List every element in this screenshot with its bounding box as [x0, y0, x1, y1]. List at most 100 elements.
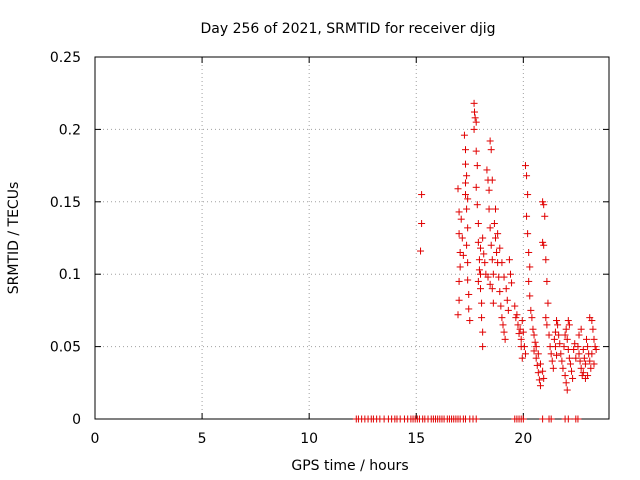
- data-point: [463, 241, 471, 249]
- data-point: [528, 314, 536, 322]
- data-point: [500, 328, 508, 336]
- data-point: [518, 354, 526, 362]
- data-point: [486, 224, 494, 232]
- data-point: [574, 415, 582, 423]
- data-point: [535, 376, 543, 384]
- data-point: [545, 331, 553, 339]
- data-point: [529, 325, 537, 333]
- data-point: [540, 374, 548, 382]
- data-point: [486, 280, 494, 288]
- data-point: [479, 343, 487, 351]
- data-point: [456, 248, 464, 256]
- chart-title: Day 256 of 2021, SRMTID for receiver dji…: [201, 21, 496, 37]
- data-point: [485, 205, 493, 213]
- data-point: [571, 340, 579, 348]
- data-point: [564, 317, 572, 325]
- y-tick-label: 0.05: [50, 340, 81, 356]
- data-point: [478, 299, 486, 307]
- y-tick-label: 0.2: [59, 122, 81, 138]
- data-point: [553, 317, 561, 325]
- data-point: [523, 212, 531, 220]
- data-point: [464, 259, 472, 267]
- data-point: [547, 415, 555, 423]
- data-point: [481, 259, 489, 267]
- data-point: [542, 314, 550, 322]
- x-tick-label: 10: [300, 431, 318, 447]
- data-point: [459, 251, 467, 259]
- data-point: [590, 360, 598, 368]
- data-point: [554, 321, 562, 329]
- data-point: [465, 305, 473, 313]
- data-point: [539, 238, 547, 246]
- data-point: [477, 285, 484, 293]
- data-point: [472, 147, 480, 155]
- data-point: [474, 277, 482, 285]
- data-point: [458, 234, 466, 242]
- data-point: [550, 335, 558, 343]
- data-point: [491, 234, 499, 242]
- data-point: [456, 263, 464, 271]
- data-point: [586, 357, 594, 365]
- data-point: [497, 302, 505, 310]
- data-point: [488, 176, 496, 184]
- data-point: [560, 343, 568, 351]
- data-point: [464, 224, 472, 232]
- data-point: [515, 330, 523, 338]
- data-point: [454, 185, 462, 193]
- data-point: [462, 179, 470, 187]
- data-point: [465, 290, 473, 298]
- data-point: [483, 166, 491, 174]
- data-point: [561, 331, 569, 339]
- data-point: [539, 415, 547, 423]
- data-point: [559, 364, 567, 372]
- data-point: [462, 160, 470, 168]
- data-point: [485, 186, 493, 194]
- data-point: [473, 162, 481, 170]
- data-point: [494, 230, 502, 238]
- data-point: [569, 374, 577, 382]
- data-point: [472, 415, 480, 423]
- y-tick-label: 0: [72, 412, 81, 428]
- data-point: [475, 266, 483, 274]
- data-point: [496, 244, 504, 252]
- data-point: [488, 256, 496, 264]
- data-point: [576, 357, 584, 365]
- data-point: [454, 311, 462, 319]
- data-point: [551, 343, 559, 351]
- data-point: [566, 360, 574, 368]
- data-point: [463, 172, 471, 180]
- data-point: [517, 343, 525, 351]
- data-point: [591, 343, 599, 351]
- data-point: [541, 212, 549, 220]
- data-point: [464, 276, 472, 284]
- data-point: [478, 314, 486, 322]
- data-point: [563, 386, 571, 394]
- data-point: [504, 306, 512, 314]
- data-point: [484, 273, 492, 281]
- data-point: [539, 367, 547, 375]
- data-point: [543, 321, 551, 329]
- data-point: [512, 314, 520, 322]
- data-point: [508, 279, 516, 287]
- data-point: [455, 208, 463, 216]
- y-tick-label: 0.25: [50, 50, 81, 66]
- data-point: [570, 345, 578, 353]
- data-point: [583, 335, 591, 343]
- data-point: [548, 357, 556, 365]
- data-point: [479, 234, 487, 242]
- data-point: [463, 205, 471, 213]
- data-point: [526, 263, 534, 271]
- data-point: [498, 314, 506, 322]
- data-point: [455, 277, 463, 285]
- data-point: [491, 205, 499, 213]
- data-point: [505, 256, 513, 264]
- data-point: [579, 369, 587, 377]
- data-point: [514, 321, 522, 329]
- data-point: [547, 350, 555, 358]
- data-point: [575, 331, 583, 339]
- data-point: [592, 345, 600, 353]
- data-point: [471, 108, 479, 116]
- data-point: [487, 146, 495, 154]
- data-point: [473, 201, 481, 209]
- data-point: [472, 118, 480, 126]
